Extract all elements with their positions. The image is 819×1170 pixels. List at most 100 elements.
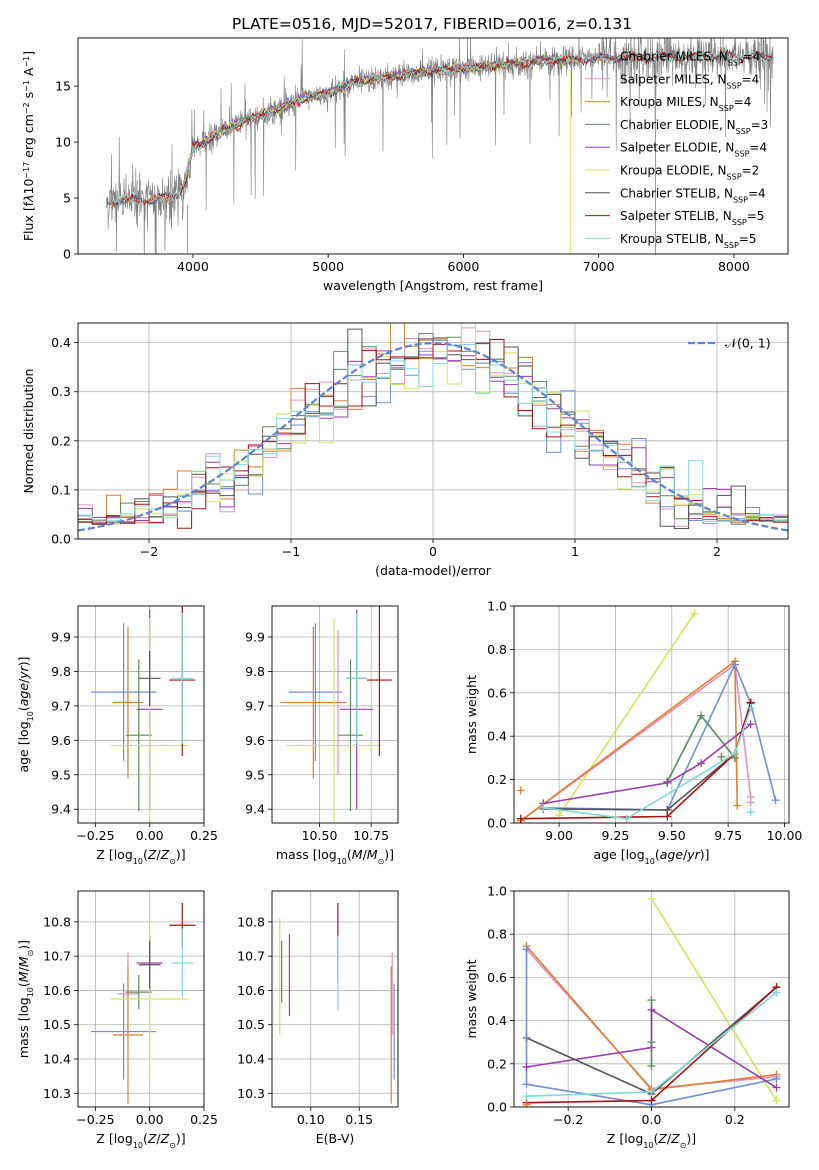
y-axis-label: Normed distribution xyxy=(21,369,36,494)
axes-frame xyxy=(271,890,399,1108)
mass-age-panel: 10.50 10.75 9.4 9.5 9.6 9.7 9.8 9.9 mass [log10(… xyxy=(245,605,399,866)
x-tick-label: −0.2 xyxy=(553,1112,583,1127)
y-tick-label: 10.7 xyxy=(237,949,265,964)
legend-label-salpeter-elodie: Salpeter ELODIE, NSSP=4 xyxy=(620,141,767,159)
axes-frame xyxy=(513,890,790,1108)
y-tick-label: 9.4 xyxy=(51,802,71,817)
x-tick-label: 0.10 xyxy=(297,1112,325,1127)
x-tick-label: 0.00 xyxy=(136,828,164,843)
y-tick-label: 0.4 xyxy=(51,335,71,350)
y-tick-label: 9.8 xyxy=(51,664,71,679)
axes-frame xyxy=(77,890,205,1108)
y-tick-label: 9.6 xyxy=(245,733,265,748)
y-tick-label: 9.9 xyxy=(51,630,71,645)
plot-area xyxy=(280,606,392,823)
y-tick-label: 9.7 xyxy=(245,698,265,713)
y-axis-label: Flux [fλ10−17 erg cm−2 s−1 A−1] xyxy=(21,51,36,241)
y-axis-label: mass weight xyxy=(464,959,479,1038)
y-tick-label: 0.8 xyxy=(487,642,507,657)
legend-label-normal: 𝒩(0, 1) xyxy=(725,336,771,351)
y-tick-label: 10.7 xyxy=(43,949,71,964)
y-tick-label: 15 xyxy=(55,79,71,94)
x-tick-label: −0.25 xyxy=(76,1112,114,1127)
x-tick-label: 6000 xyxy=(448,259,480,274)
y-axis-label: mass [log10(M/M⊙)] xyxy=(16,940,35,1058)
histogram-step-kroupa-stelib xyxy=(78,344,788,523)
z-mass-panel: −0.25 0.00 0.25 10.3 10.4 10.5 10.6 10.7 10.8 Z [… xyxy=(16,890,218,1150)
y-tick-label: 0.0 xyxy=(487,816,507,831)
histogram-step-chabrier-elodie xyxy=(78,333,788,525)
plot-area xyxy=(106,38,774,254)
legend-label-salpeter-miles: Salpeter MILES, NSSP=4 xyxy=(620,72,759,90)
y-tick-label: 10.8 xyxy=(237,914,265,929)
plot-area xyxy=(516,609,780,823)
y-tick-label: 1.0 xyxy=(487,599,507,614)
weight-line-salpeter-stelib xyxy=(520,702,752,820)
x-tick-label: 0.2 xyxy=(725,1112,745,1127)
model-line-kroupa-stelib xyxy=(106,49,774,209)
x-tick-label: 7000 xyxy=(583,259,615,274)
y-tick-label: 10.3 xyxy=(237,1086,265,1101)
weight-line-chabrier-elodie xyxy=(666,714,736,783)
y-axis-label: age [log10(age/yr)] xyxy=(16,656,35,772)
weight-line-kroupa-elodie xyxy=(650,898,778,1101)
y-tick-label: 10.5 xyxy=(237,1017,265,1032)
y-tick-label: 0.2 xyxy=(487,772,507,787)
y-tick-label: 10.6 xyxy=(43,983,71,998)
y-tick-label: 9.5 xyxy=(245,767,265,782)
x-axis-label: wavelength [Angstrom, rest frame] xyxy=(323,278,543,293)
x-tick-label: −0.25 xyxy=(76,828,114,843)
y-tick-label: 10.6 xyxy=(237,983,265,998)
legend-label-chabrier-stelib: Chabrier STELIB, NSSP=4 xyxy=(620,186,766,204)
y-tick-label: 10 xyxy=(55,135,71,150)
y-tick-label: 0.8 xyxy=(487,927,507,942)
x-tick-label: 0.25 xyxy=(190,1112,218,1127)
y-tick-label: 0.4 xyxy=(487,1013,507,1028)
ebv-mass-panel: 0.10 0.15 10.3 10.4 10.5 10.6 10.7 10.8 E(B-V) xyxy=(237,890,399,1146)
plot-area xyxy=(279,903,395,1104)
model-line-chabrier-stelib xyxy=(106,48,774,208)
x-axis-label: E(B-V) xyxy=(316,1131,355,1146)
spectrum-panel: 4000 5000 6000 7000 8000 0 5 10 15 wavelength [An… xyxy=(21,37,789,293)
x-tick-label: 0.00 xyxy=(136,1112,164,1127)
x-axis-label: Z [log10(Z/Z⊙)] xyxy=(96,1131,185,1150)
x-axis-label: Z [log10(Z/Z⊙)] xyxy=(96,847,185,866)
plot-area xyxy=(78,323,788,532)
y-tick-label: 10.5 xyxy=(43,1017,71,1032)
weight-line-salpeter-miles xyxy=(520,663,752,822)
weight-line-kroupa-elodie xyxy=(558,613,695,816)
x-tick-label: 0.0 xyxy=(642,1112,662,1127)
axes-frame xyxy=(77,322,789,540)
y-tick-label: 0.4 xyxy=(487,729,507,744)
x-tick-label: 9.25 xyxy=(602,828,630,843)
x-tick-label: 0.15 xyxy=(345,1112,373,1127)
normal-curve-line xyxy=(78,342,788,532)
age-weights-panel: 9.00 9.25 9.50 9.75 10.00 0.0 0.2 0.4 0.6 0.8 1.0 a… xyxy=(464,599,802,866)
axes-frame xyxy=(77,37,789,255)
legend-label-kroupa-miles: Kroupa MILES, NSSP=4 xyxy=(620,95,751,113)
y-tick-label: 10.4 xyxy=(43,1052,71,1067)
x-tick-label: 10.00 xyxy=(767,828,803,843)
figure-title: PLATE=0516, MJD=52017, FIBERID=0016, z=0… xyxy=(232,15,632,33)
legend-label-kroupa-elodie: Kroupa ELODIE, NSSP=2 xyxy=(620,164,759,182)
y-tick-label: 0 xyxy=(63,247,71,262)
x-tick-label: 10.75 xyxy=(353,828,389,843)
axes-frame xyxy=(513,605,790,824)
y-tick-label: 10.8 xyxy=(43,914,71,929)
y-tick-label: 0.6 xyxy=(487,685,507,700)
x-tick-label: 9.00 xyxy=(545,828,573,843)
x-tick-label: 0 xyxy=(429,544,437,559)
y-tick-label: 10.4 xyxy=(237,1052,265,1067)
z-age-panel: −0.25 0.00 0.25 9.4 9.5 9.6 9.7 9.8 9.9 Z [log10(… xyxy=(16,605,218,866)
residuals-panel: −2 −1 0 1 2 0.0 0.1 0.2 0.3 0.4 (data-model)/error… xyxy=(21,322,789,578)
y-tick-label: 9.5 xyxy=(51,767,71,782)
y-tick-label: 5 xyxy=(63,191,71,206)
plot-area xyxy=(91,606,196,823)
plot-area xyxy=(91,903,196,1104)
x-tick-label: 1 xyxy=(571,544,579,559)
weight-line-salpeter-elodie xyxy=(526,1008,777,1089)
x-tick-label: 4000 xyxy=(177,259,209,274)
x-axis-label: mass [log10(M/M⊙)] xyxy=(276,847,394,866)
y-axis-label: mass weight xyxy=(464,675,479,754)
